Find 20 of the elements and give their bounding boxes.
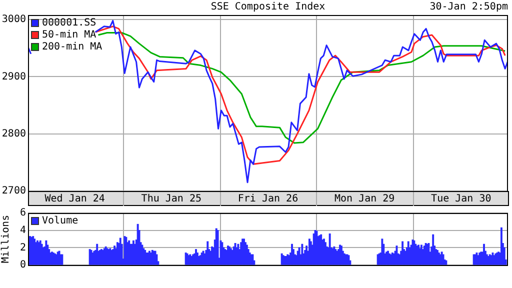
y-tick-label: 6 — [20, 208, 26, 219]
text: 30-Jan 2:50pm — [430, 2, 508, 13]
x-tick-label: Tue Jan 30 — [431, 194, 492, 205]
y-tick-label: 4 — [20, 224, 26, 236]
x-tick-label: Thu Jan 25 — [141, 194, 202, 205]
legend-label: 000001.SS — [42, 18, 96, 29]
x-tick-label: Fri Jan 26 — [238, 194, 298, 205]
chart-title: SSE Composite Index — [210, 2, 326, 13]
y-tick-label: 2700 — [2, 186, 26, 197]
y-tick-label: 2900 — [2, 71, 26, 82]
legend-label: Volume — [42, 216, 78, 227]
x-tick-label: Wed Jan 24 — [44, 194, 105, 205]
y-tick-label: 2 — [20, 242, 26, 254]
legend-label: 50-min MA — [42, 30, 96, 41]
legend-label: 200-min MA — [42, 42, 102, 53]
y-tick-label: 3000 — [2, 14, 26, 26]
y-tick-label: 0 — [20, 260, 26, 271]
y-axis-title: Millions — [0, 214, 12, 264]
x-tick-label: Mon Jan 29 — [334, 194, 395, 205]
y-tick-label: 2800 — [2, 128, 26, 140]
